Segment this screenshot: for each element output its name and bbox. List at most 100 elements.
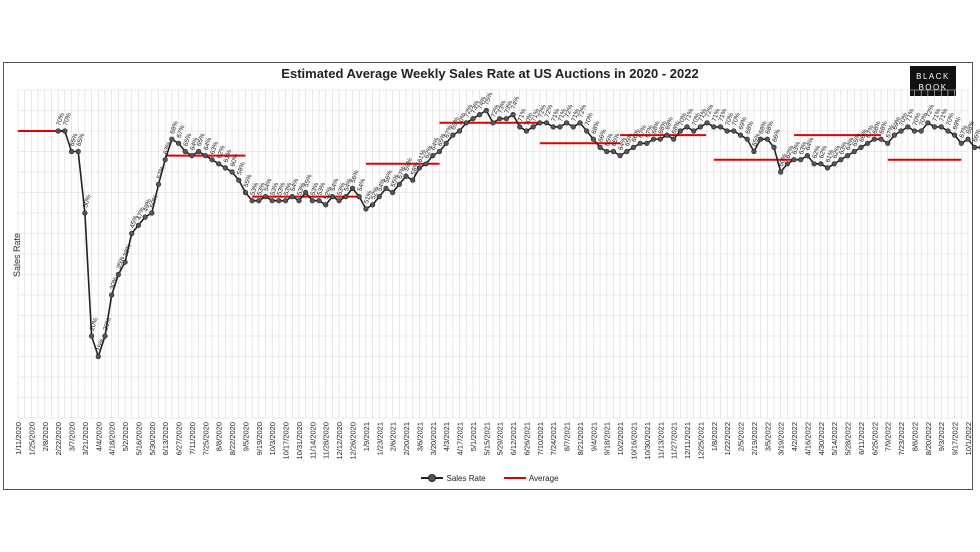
sales-rate-point-40 bbox=[283, 198, 289, 204]
x-tick-label-21: 10/31/2020 bbox=[295, 422, 304, 460]
sales-rate-point-37 bbox=[262, 194, 269, 200]
sales-rate-point-11 bbox=[88, 333, 95, 339]
sales-rate-point-65 bbox=[450, 132, 456, 138]
x-tick-label-17: 9/5/2020 bbox=[241, 422, 250, 451]
x-tick-label-9: 5/16/2020 bbox=[134, 422, 143, 455]
data-label-44: 53% bbox=[310, 182, 321, 197]
data-label-127: 67% bbox=[865, 124, 876, 139]
x-tick-label-63: 6/11/2022 bbox=[857, 422, 866, 455]
sales-rate-point-124 bbox=[844, 153, 851, 159]
sales-rate-point-71 bbox=[490, 120, 496, 126]
sales-rate-point-122 bbox=[831, 161, 837, 167]
sales-rate-point-105 bbox=[717, 124, 724, 130]
data-label-134: 70% bbox=[912, 112, 923, 127]
data-label-50: 56% bbox=[350, 169, 361, 184]
x-tick-label-4: 3/7/2020 bbox=[68, 422, 77, 451]
sales-rate-point-53 bbox=[369, 202, 376, 208]
legend-item-average: Average bbox=[503, 474, 559, 483]
x-tick-label-33: 4/17/2021 bbox=[456, 422, 465, 455]
sales-rate-point-131 bbox=[891, 132, 898, 138]
sales-rate-point-115 bbox=[784, 161, 790, 167]
sales-rate-point-98 bbox=[671, 136, 677, 142]
data-label-17: 45% bbox=[129, 214, 140, 229]
x-tick-label-34: 5/1/2021 bbox=[469, 422, 478, 451]
x-tick-label-71: 10/1/2022 bbox=[964, 422, 973, 455]
data-label-56: 55% bbox=[390, 173, 401, 188]
data-label-54: 54% bbox=[377, 177, 388, 192]
data-label-139: 70% bbox=[945, 112, 956, 127]
data-label-21: 57% bbox=[156, 165, 167, 180]
data-label-13: 20% bbox=[102, 317, 113, 332]
x-tick-label-70: 9/17/2022 bbox=[951, 422, 960, 455]
data-label-120: 62% bbox=[818, 145, 829, 160]
data-label-19: 49% bbox=[142, 198, 153, 213]
sales-rate-point-92 bbox=[630, 144, 637, 150]
data-label-106: 70% bbox=[724, 112, 735, 127]
sales-rate-point-44 bbox=[309, 198, 315, 204]
data-label-41: 54% bbox=[290, 177, 301, 192]
x-tick-label-10: 5/30/2020 bbox=[148, 422, 157, 455]
data-label-53: 52% bbox=[370, 186, 381, 201]
data-label-39: 53% bbox=[276, 182, 287, 197]
sales-rate-point-79 bbox=[543, 120, 550, 126]
data-label-32: 60% bbox=[229, 153, 240, 168]
data-label-6: 70% bbox=[55, 112, 66, 127]
sales-rate-point-95 bbox=[650, 136, 657, 142]
data-label-69: 74% bbox=[477, 95, 488, 110]
x-tick-label-0: 1/11/2020 bbox=[14, 422, 23, 455]
data-label-102: 71% bbox=[698, 108, 709, 123]
x-tick-label-62: 5/28/2022 bbox=[844, 422, 853, 455]
data-label-110: 65% bbox=[751, 132, 762, 147]
data-label-28: 64% bbox=[203, 136, 214, 151]
sales-rate-point-72 bbox=[497, 116, 503, 122]
x-tick-label-19: 10/3/2020 bbox=[268, 422, 277, 455]
data-label-109: 68% bbox=[744, 120, 755, 135]
data-label-23: 68% bbox=[169, 120, 180, 135]
data-label-121: 61% bbox=[825, 149, 836, 164]
sales-rate-point-31 bbox=[222, 165, 228, 171]
x-tick-label-42: 8/21/2021 bbox=[576, 422, 585, 455]
data-label-10: 50% bbox=[82, 194, 93, 209]
sales-rate-point-135 bbox=[918, 128, 924, 134]
data-label-117: 63% bbox=[798, 141, 809, 156]
sales-rate-point-127 bbox=[865, 140, 871, 146]
data-label-78: 72% bbox=[537, 104, 548, 119]
x-tick-label-6: 4/4/2020 bbox=[94, 422, 103, 451]
data-label-119: 62% bbox=[811, 145, 822, 160]
sales-rate-point-36 bbox=[256, 198, 262, 204]
sales-rate-point-76 bbox=[523, 128, 530, 134]
sales-rate-point-15 bbox=[115, 271, 121, 278]
x-tick-label-41: 8/7/2021 bbox=[563, 422, 572, 451]
sales-rate-point-47 bbox=[329, 194, 336, 200]
sales-rate-point-99 bbox=[677, 128, 683, 134]
data-label-16: 38% bbox=[122, 243, 133, 258]
data-label-133: 71% bbox=[905, 108, 916, 123]
sales-rate-point-73 bbox=[503, 116, 509, 122]
legend-label-sales-rate: Sales Rate bbox=[446, 473, 486, 483]
sales-rate-point-32 bbox=[229, 169, 235, 175]
data-label-40: 53% bbox=[283, 182, 294, 197]
data-label-67: 72% bbox=[463, 104, 474, 119]
x-tick-label-27: 1/23/2021 bbox=[375, 422, 384, 455]
data-label-57: 57% bbox=[397, 165, 408, 180]
sales-rate-point-142 bbox=[965, 136, 971, 142]
sales-rate-point-60 bbox=[416, 165, 423, 171]
x-tick-label-24: 12/12/2020 bbox=[335, 422, 344, 460]
sales-rate-point-69 bbox=[477, 111, 483, 118]
sales-rate-point-10 bbox=[82, 210, 88, 216]
data-label-122: 62% bbox=[831, 145, 842, 160]
data-label-104: 71% bbox=[711, 108, 722, 123]
x-tick-label-45: 10/2/2021 bbox=[616, 422, 625, 455]
x-tick-label-38: 6/26/2021 bbox=[522, 422, 531, 455]
sales-rate-point-8 bbox=[68, 148, 75, 155]
sales-rate-point-23 bbox=[169, 136, 175, 142]
sales-rate-point-141 bbox=[958, 140, 964, 146]
data-label-116: 63% bbox=[791, 141, 802, 156]
data-label-131: 69% bbox=[892, 116, 903, 131]
data-label-25: 65% bbox=[182, 132, 193, 147]
sales-rate-point-97 bbox=[664, 132, 670, 138]
sales-rate-point-64 bbox=[443, 140, 449, 146]
data-label-11: 20% bbox=[89, 317, 100, 332]
data-label-66: 70% bbox=[457, 112, 468, 127]
sales-rate-point-83 bbox=[570, 124, 576, 130]
